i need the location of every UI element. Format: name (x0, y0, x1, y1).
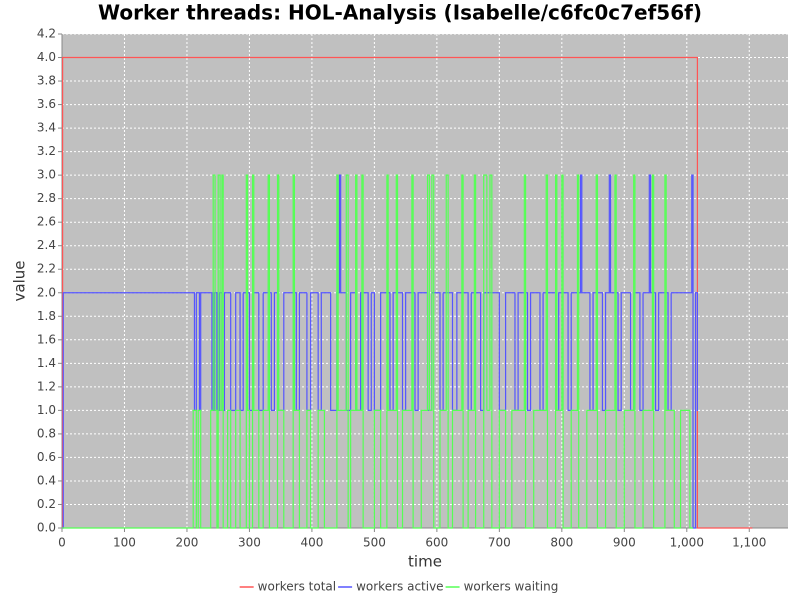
plot-area (62, 34, 788, 528)
y-tick-label: 0.6 (37, 450, 56, 464)
y-tick-label: 3.4 (37, 121, 56, 135)
y-tick-label: 3.6 (37, 97, 56, 111)
x-tick-label: 0 (58, 536, 66, 550)
y-tick-label: 3.8 (37, 74, 56, 88)
series-line (62, 174, 699, 529)
y-tick-label: 2.4 (37, 238, 56, 252)
x-tick-label: 800 (550, 536, 573, 550)
x-tick-label: 500 (363, 536, 386, 550)
y-tick-label: 1.4 (37, 356, 56, 370)
y-tick-label: 3.0 (37, 168, 56, 182)
y-tick-label: 2.6 (37, 215, 56, 229)
y-tick-label: 1.2 (37, 379, 56, 393)
y-tick-label: 1.6 (37, 332, 56, 346)
y-tick-label: 0.8 (37, 426, 56, 440)
x-tick-label: 200 (176, 536, 199, 550)
y-tick-label: 0.2 (37, 497, 56, 511)
legend-label: workers total (258, 580, 336, 594)
y-tick-label: 1.0 (37, 403, 56, 417)
y-tick-label: 0.4 (37, 473, 56, 487)
y-axis-title: value (11, 261, 29, 302)
legend-label: workers active (356, 580, 443, 594)
legend-label: workers waiting (464, 580, 559, 594)
x-tick-label: 900 (613, 536, 636, 550)
y-tick-label: 2.2 (37, 262, 56, 276)
x-tick-label: 700 (488, 536, 511, 550)
x-tick-label: 400 (300, 536, 323, 550)
y-tick-label: 4.0 (37, 50, 56, 64)
x-tick-label: 1,000 (670, 536, 704, 550)
x-tick-label: 1,100 (732, 536, 766, 550)
y-tick-label: 3.2 (37, 144, 56, 158)
x-tick-label: 100 (113, 536, 136, 550)
series-line (62, 174, 694, 529)
y-tick-label: 4.2 (37, 27, 56, 41)
y-tick-label: 0.0 (37, 521, 56, 535)
x-tick-label: 300 (238, 536, 261, 550)
x-axis-title: time (408, 553, 442, 571)
x-tick-label: 600 (425, 536, 448, 550)
y-tick-label: 2.0 (37, 285, 56, 299)
y-tick-label: 2.8 (37, 191, 56, 205)
chart-title: Worker threads: HOL-Analysis (Isabelle/c… (98, 1, 702, 25)
y-tick-label: 1.8 (37, 309, 56, 323)
